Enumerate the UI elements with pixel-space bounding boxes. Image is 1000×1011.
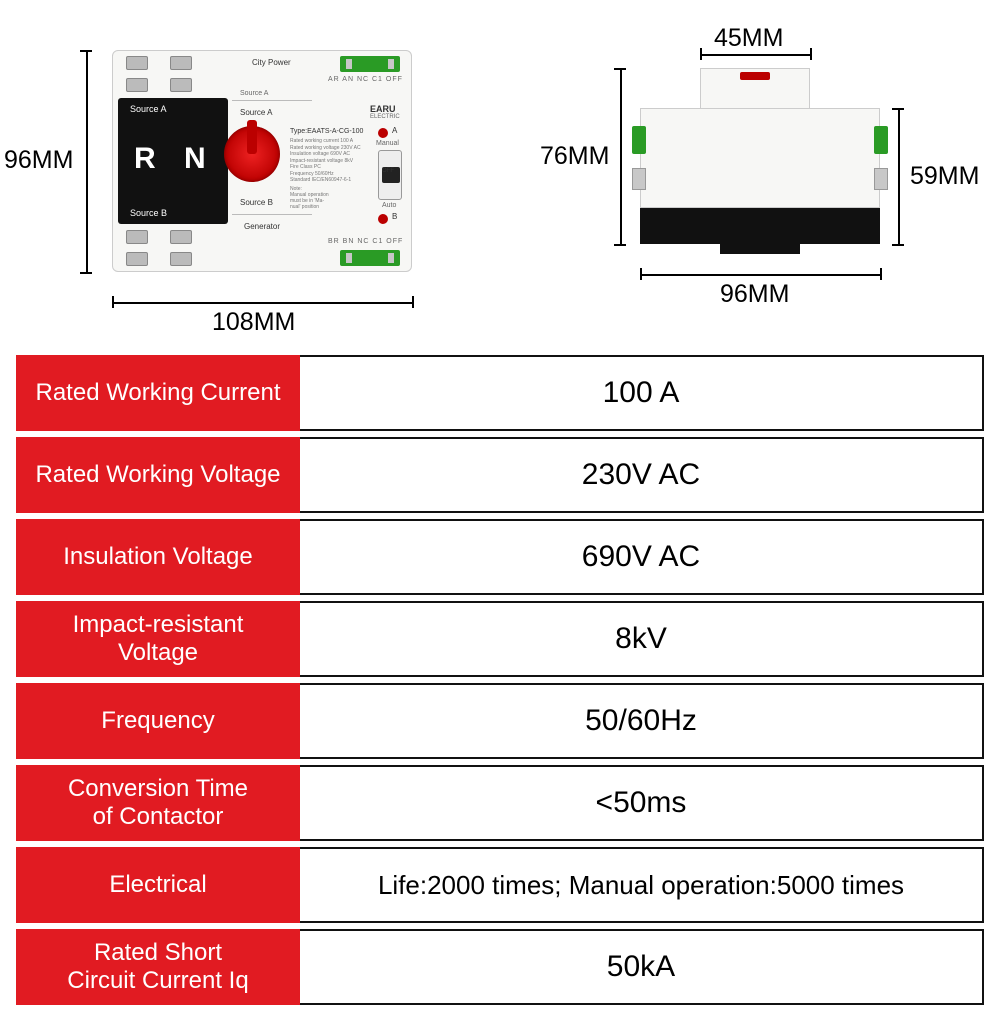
manual-label: Manual <box>376 140 399 147</box>
dim-cap <box>80 50 92 52</box>
dim-cap <box>112 296 114 308</box>
label-source-b2: Source B <box>240 198 273 207</box>
terminal-block-bottom <box>340 250 400 266</box>
dim-cap <box>892 108 904 110</box>
spec-value: 100 A <box>300 355 984 431</box>
side-terminal-right <box>874 126 888 154</box>
selector-knob <box>224 126 280 182</box>
dim-line-width <box>112 302 412 304</box>
terminal-label-top: AR AN NC C1 OFF <box>328 76 403 83</box>
side-foot <box>720 244 800 254</box>
breaker-source-b: Source B <box>130 208 167 218</box>
spec-row: Rated Working Current100 A <box>16 355 984 431</box>
mode-slider <box>378 150 402 200</box>
spec-row: ElectricalLife:2000 times; Manual operat… <box>16 847 984 923</box>
breaker-r: R <box>134 142 156 176</box>
led-a <box>378 128 388 138</box>
breaker-n: N <box>184 142 206 176</box>
spec-row: Rated Working Voltage230V AC <box>16 437 984 513</box>
label-city-power: City Power <box>252 58 291 67</box>
mini-specs: Rated working current 100 A Rated workin… <box>290 138 372 184</box>
diagram-area: 96MM 108MM AR AN NC C1 OFF BR BN NC C1 O… <box>0 20 1000 340</box>
dim-cap <box>614 244 626 246</box>
dim-line-left <box>620 68 622 244</box>
product-side-view: 45MM 76MM 59MM 96MM <box>610 56 930 286</box>
product-front-view: 96MM 108MM AR AN NC C1 OFF BR BN NC C1 O… <box>112 50 432 280</box>
dim-cap <box>892 244 904 246</box>
dim-label-height: 96MM <box>4 146 73 175</box>
spec-label: Insulation Voltage <box>16 519 300 595</box>
spec-label: Electrical <box>16 847 300 923</box>
spec-label: Rated Working Voltage <box>16 437 300 513</box>
dim-cap <box>700 48 702 60</box>
spec-value: 690V AC <box>300 519 984 595</box>
spec-row: Rated Short Circuit Current Iq50kA <box>16 929 984 1005</box>
spec-value: <50ms <box>300 765 984 841</box>
spec-label: Conversion Time of Contactor <box>16 765 300 841</box>
spec-value: 8kV <box>300 601 984 677</box>
dim-line-bottom <box>640 274 880 276</box>
dim-label-bottom: 96MM <box>720 280 789 309</box>
dim-cap <box>810 48 812 60</box>
side-body <box>640 108 880 208</box>
dim-cap <box>614 68 626 70</box>
dim-cap <box>412 296 414 308</box>
spec-row: Conversion Time of Contactor<50ms <box>16 765 984 841</box>
terminal-label-bottom: BR BN NC C1 OFF <box>328 238 403 245</box>
screw-col <box>170 56 192 100</box>
led-a-label: A <box>392 126 397 135</box>
dim-label-width: 108MM <box>212 308 295 337</box>
divider <box>232 100 312 101</box>
spec-value: 230V AC <box>300 437 984 513</box>
off-label: OFF <box>382 168 394 174</box>
dim-line-top <box>700 54 810 56</box>
dim-line-right <box>898 108 900 244</box>
dim-cap <box>640 268 642 280</box>
type-label: Type:EAATS-A-CG-100 <box>290 128 363 135</box>
led-b <box>378 214 388 224</box>
note-text: Note: Manual operation must be in 'Ma- n… <box>290 186 360 210</box>
spec-label: Frequency <box>16 683 300 759</box>
auto-label: Auto <box>382 202 396 209</box>
label-source-a: Source A <box>240 90 268 97</box>
label-generator: Generator <box>244 222 280 231</box>
terminal-block-top <box>340 56 400 72</box>
dim-line-height <box>86 50 88 272</box>
spec-value: 50/60Hz <box>300 683 984 759</box>
dim-label-right: 59MM <box>910 162 979 191</box>
spec-table: Rated Working Current100 ARated Working … <box>16 355 984 1011</box>
label-source-a2: Source A <box>240 108 272 117</box>
side-clip-left <box>632 168 646 190</box>
breaker-source-a: Source A <box>130 104 167 114</box>
dim-label-top: 45MM <box>714 24 783 53</box>
side-base <box>640 208 880 244</box>
side-clip-right <box>874 168 888 190</box>
dim-label-left: 76MM <box>540 142 609 171</box>
spec-value: 50kA <box>300 929 984 1005</box>
divider <box>232 214 312 215</box>
dim-cap <box>880 268 882 280</box>
spec-row: Impact-resistant Voltage8kV <box>16 601 984 677</box>
led-b-label: B <box>392 212 397 221</box>
spec-label: Rated Short Circuit Current Iq <box>16 929 300 1005</box>
screw-col <box>126 56 148 100</box>
breaker-panel: Source A R N Source B <box>118 98 228 224</box>
spec-row: Frequency50/60Hz <box>16 683 984 759</box>
side-knob-top <box>740 72 770 80</box>
brand-label: EARU <box>370 104 396 114</box>
spec-row: Insulation Voltage690V AC <box>16 519 984 595</box>
screw-col <box>170 230 192 274</box>
spec-label: Impact-resistant Voltage <box>16 601 300 677</box>
side-terminal-left <box>632 126 646 154</box>
screw-col <box>126 230 148 274</box>
spec-value: Life:2000 times; Manual operation:5000 t… <box>300 847 984 923</box>
dim-cap <box>80 272 92 274</box>
spec-label: Rated Working Current <box>16 355 300 431</box>
brand-sub: ELECTRIC <box>370 114 400 120</box>
